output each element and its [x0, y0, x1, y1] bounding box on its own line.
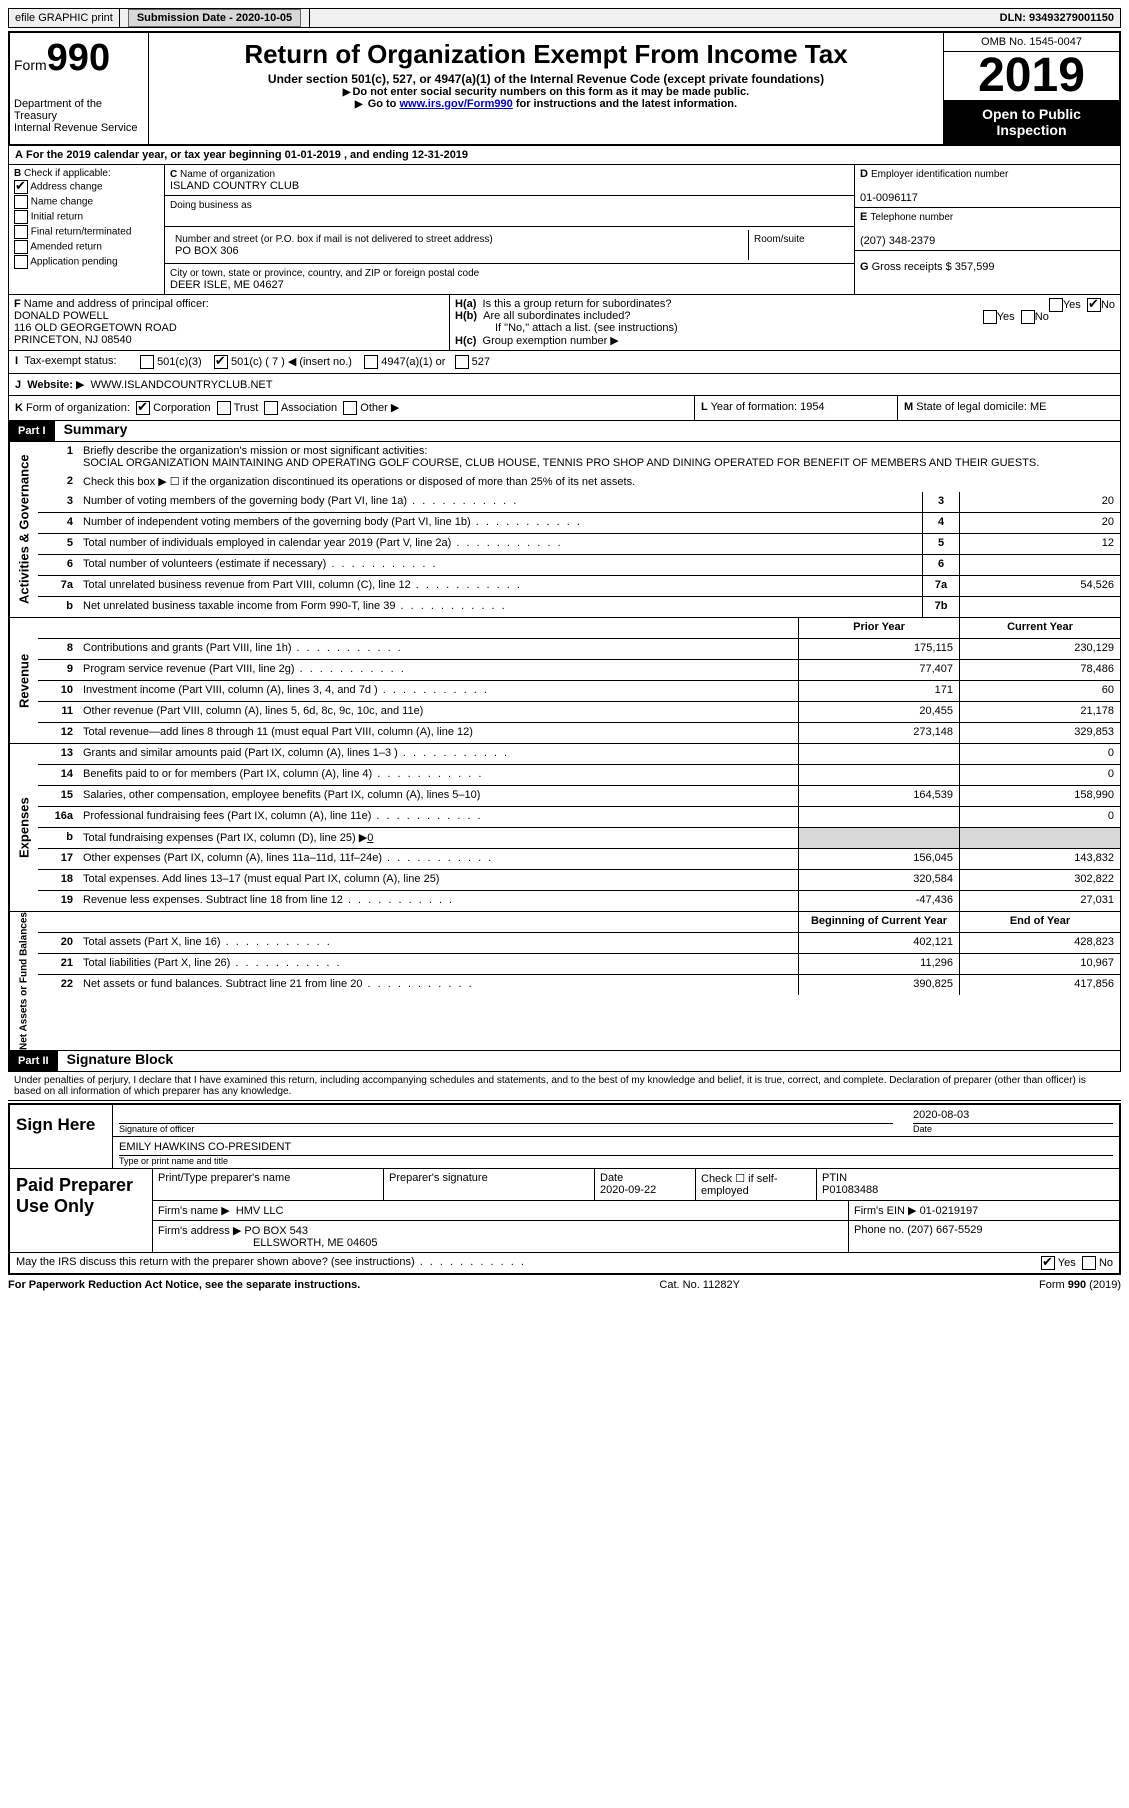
state-domicile: ME [1030, 401, 1047, 413]
line4-val: 20 [959, 513, 1120, 533]
discuss-no-checkbox[interactable] [1082, 1256, 1096, 1270]
dln-label: DLN: 93493279001150 [994, 9, 1120, 27]
hb-yes-checkbox[interactable] [983, 310, 997, 324]
501c3-checkbox[interactable] [140, 355, 154, 369]
net-side-label: Net Assets or Fund Balances [9, 912, 38, 1050]
form-header: Form990 Department of the Treasury Inter… [8, 31, 1121, 146]
dba-label: Doing business as [170, 200, 252, 211]
submission-date-button[interactable]: Submission Date - 2020-10-05 [128, 9, 301, 27]
form990-link[interactable]: www.irs.gov/Form990 [399, 98, 512, 110]
street-address: PO BOX 306 [175, 245, 239, 257]
gov-side-label: Activities & Governance [9, 442, 38, 617]
mission-text: SOCIAL ORGANIZATION MAINTAINING AND OPER… [83, 457, 1039, 469]
firm-addr1: PO BOX 543 [244, 1225, 308, 1237]
final-return-checkbox[interactable]: Final return/terminated [14, 225, 159, 239]
perjury-declaration: Under penalties of perjury, I declare th… [8, 1072, 1121, 1101]
firm-phone: (207) 667-5529 [907, 1224, 982, 1236]
org-name: ISLAND COUNTRY CLUB [170, 180, 299, 192]
app-pending-checkbox[interactable]: Application pending [14, 255, 159, 269]
exp-side-label: Expenses [9, 744, 38, 911]
subtitle-3: Go to www.irs.gov/Form990 for instructio… [155, 98, 937, 110]
ha-no-checkbox[interactable] [1087, 298, 1101, 312]
governance-section: Activities & Governance 1 Briefly descri… [8, 442, 1121, 618]
tax-year: 2019 [944, 52, 1119, 100]
firm-ein: 01-0219197 [920, 1205, 979, 1217]
addr-change-checkbox[interactable]: Address change [14, 180, 159, 194]
signature-block: Sign Here Signature of officer 2020-08-0… [8, 1103, 1121, 1275]
tax-exempt-row: I Tax-exempt status: 501(c)(3) 501(c) ( … [8, 351, 1121, 374]
4947-checkbox[interactable] [364, 355, 378, 369]
expenses-section: Expenses 13Grants and similar amounts pa… [8, 744, 1121, 912]
sign-date: 2020-08-03 [913, 1107, 1113, 1124]
corp-checkbox[interactable] [136, 401, 150, 415]
tax-period-row: A For the 2019 calendar year, or tax yea… [8, 146, 1121, 165]
paid-preparer-block: Paid Preparer Use Only Print/Type prepar… [10, 1168, 1119, 1252]
city-state-zip: DEER ISLE, ME 04627 [170, 279, 284, 291]
line3-val: 20 [959, 492, 1120, 512]
officer-group-block: F Name and address of principal officer:… [8, 295, 1121, 351]
501c-checkbox[interactable] [214, 355, 228, 369]
subtitle-2: Do not enter social security numbers on … [155, 86, 937, 98]
part1-header: Part I Summary [8, 421, 1121, 442]
prep-date: 2020-09-22 [600, 1184, 656, 1196]
officer-name: DONALD POWELL [14, 310, 109, 322]
line5-val: 12 [959, 534, 1120, 554]
page-footer: For Paperwork Reduction Act Notice, see … [8, 1279, 1121, 1291]
officer-addr1: 116 OLD GEORGETOWN ROAD [14, 322, 177, 334]
form-org-row: K Form of organization: Corporation Trus… [8, 396, 1121, 421]
amended-return-checkbox[interactable]: Amended return [14, 240, 159, 254]
initial-return-checkbox[interactable]: Initial return [14, 210, 159, 224]
line6-val [959, 555, 1120, 575]
firm-name: HMV LLC [236, 1205, 284, 1217]
line8-prior: 175,115 [798, 639, 959, 659]
top-toolbar: efile GRAPHIC print Submission Date - 20… [8, 8, 1121, 28]
website-value: WWW.ISLANDCOUNTRYCLUB.NET [91, 379, 273, 391]
other-checkbox[interactable] [343, 401, 357, 415]
efile-label: efile GRAPHIC print [9, 9, 120, 27]
sign-here-label: Sign Here [10, 1105, 113, 1168]
line7b-val [959, 597, 1120, 617]
assoc-checkbox[interactable] [264, 401, 278, 415]
line7a-val: 54,526 [959, 576, 1120, 596]
discuss-row: May the IRS discuss this return with the… [10, 1252, 1119, 1273]
firm-addr2: ELLSWORTH, ME 04605 [253, 1237, 378, 1249]
gross-receipts: 357,599 [955, 261, 995, 273]
form-number: 990 [47, 37, 110, 79]
revenue-section: Revenue Prior YearCurrent Year 8Contribu… [8, 618, 1121, 744]
phone-value: (207) 348-2379 [860, 235, 935, 247]
rev-side-label: Revenue [9, 618, 38, 743]
527-checkbox[interactable] [455, 355, 469, 369]
open-public-label: Open to Public Inspection [944, 100, 1119, 144]
name-change-checkbox[interactable]: Name change [14, 195, 159, 209]
officer-signed-name: EMILY HAWKINS CO-PRESIDENT [119, 1139, 1113, 1156]
entity-info-block: B Check if applicable: Address change Na… [8, 165, 1121, 295]
form-title: Return of Organization Exempt From Incom… [155, 39, 937, 70]
subtitle-1: Under section 501(c), 527, or 4947(a)(1)… [155, 72, 937, 86]
hb-no-checkbox[interactable] [1021, 310, 1035, 324]
trust-checkbox[interactable] [217, 401, 231, 415]
paid-preparer-label: Paid Preparer Use Only [10, 1169, 153, 1252]
website-row: J Website: ▶ WWW.ISLANDCOUNTRYCLUB.NET [8, 374, 1121, 396]
discuss-yes-checkbox[interactable] [1041, 1256, 1055, 1270]
part2-header: Part II Signature Block [8, 1051, 1121, 1072]
net-assets-section: Net Assets or Fund Balances Beginning of… [8, 912, 1121, 1051]
ha-yes-checkbox[interactable] [1049, 298, 1063, 312]
officer-addr2: PRINCETON, NJ 08540 [14, 334, 132, 346]
dept-label: Department of the Treasury [14, 98, 144, 122]
ein-value: 01-0096117 [860, 192, 918, 204]
year-formation: 1954 [800, 401, 824, 413]
irs-label: Internal Revenue Service [14, 122, 144, 134]
line8-current: 230,129 [959, 639, 1120, 659]
ptin-value: P01083488 [822, 1184, 878, 1196]
form-word: Form [14, 57, 47, 73]
